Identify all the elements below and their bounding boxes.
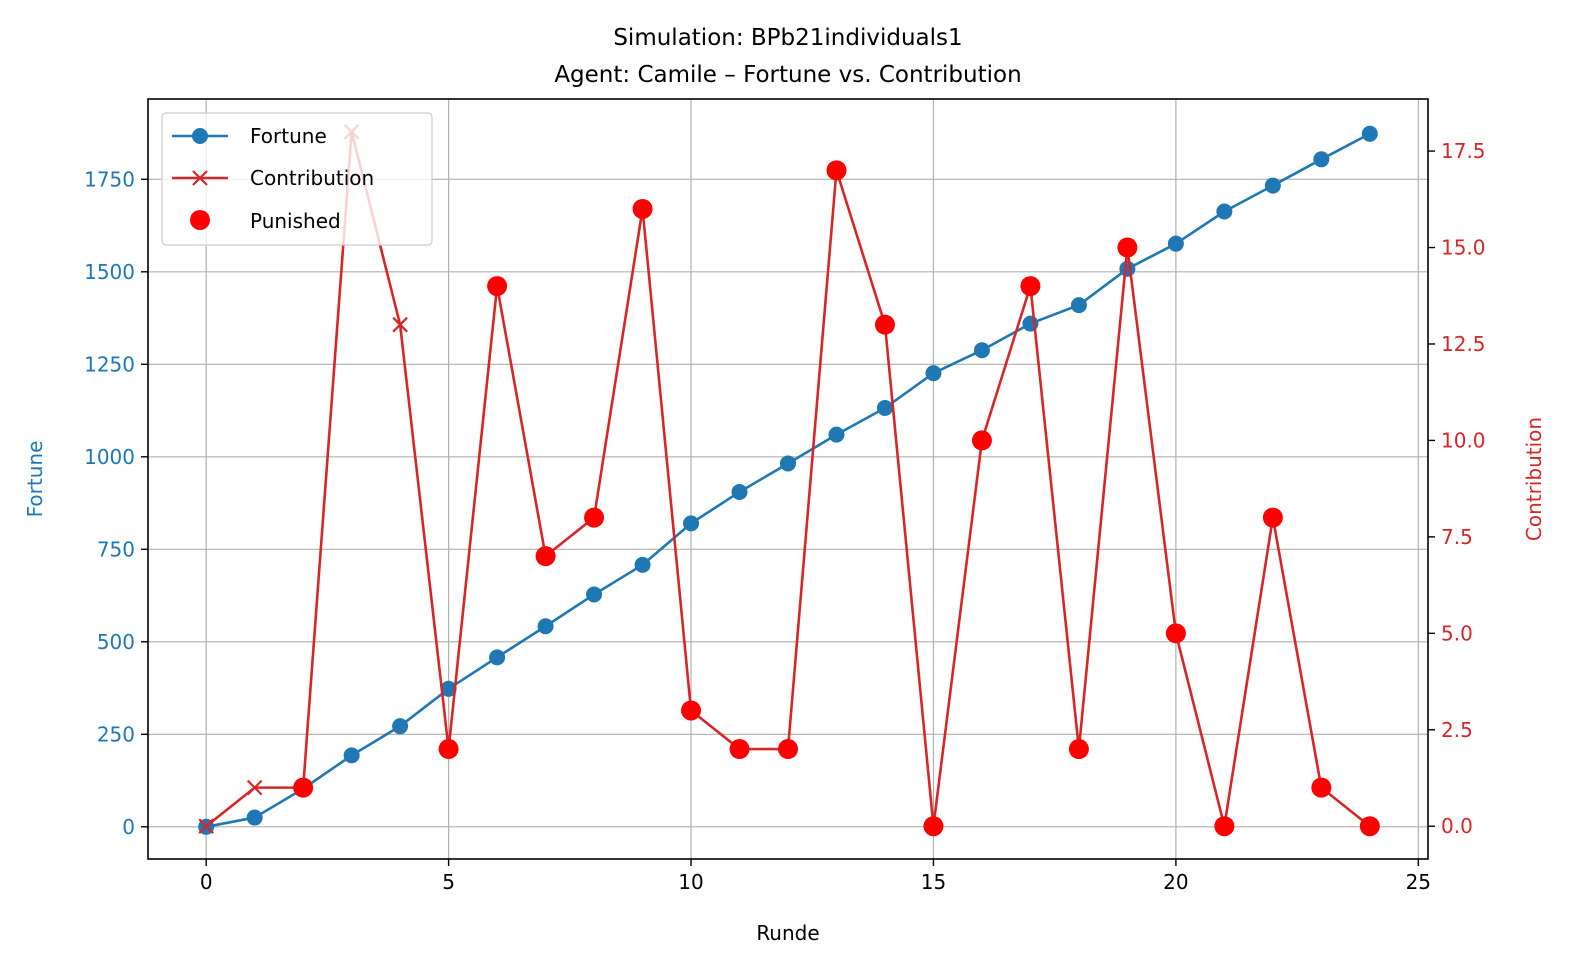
punished-point	[874, 314, 895, 335]
fortune-point	[925, 365, 942, 382]
legend-punished-marker	[190, 210, 210, 230]
punished-point	[778, 739, 798, 760]
chart-subtitle: Agent: Camile – Fortune vs. Contribution	[554, 62, 1021, 88]
legend-punished-label: Punished	[250, 209, 341, 233]
legend-contribution-marker	[192, 170, 208, 186]
axis-ticks: 0 5 10 15 20 25025050075010001250150017500.02…	[84, 139, 1485, 894]
fortune-point	[973, 342, 990, 359]
fortune-point	[828, 426, 845, 443]
series-layer	[198, 124, 1380, 837]
fortune-point	[780, 455, 796, 472]
y-left-tick-label: 500	[97, 630, 135, 654]
x-tick-label: 10	[678, 870, 703, 894]
fortune-point	[489, 649, 506, 666]
punished-point	[438, 739, 459, 760]
y-right-tick-label: 7.5	[1441, 525, 1473, 549]
x-tick-label: 25	[1406, 870, 1431, 894]
contribution-point	[392, 316, 408, 333]
y-right-tick-label: 5.0	[1441, 621, 1473, 645]
y-right-tick-label: 10.0	[1441, 428, 1486, 452]
punished-point	[971, 430, 992, 451]
fortune-point	[683, 515, 700, 532]
chart-title: Simulation: BPb21individuals1	[613, 25, 962, 51]
fortune-point	[440, 680, 457, 697]
x-tick-label: 20	[1163, 870, 1188, 894]
y-right-tick-label: 12.5	[1441, 332, 1486, 356]
y-right-tick-label: 15.0	[1441, 236, 1486, 260]
punished-point	[1068, 739, 1089, 760]
y-left-tick-label: 1000	[84, 445, 135, 469]
fortune-point	[392, 718, 409, 735]
fortune-point	[731, 483, 748, 500]
punished-point	[1165, 623, 1186, 644]
fortune-point	[246, 809, 263, 826]
punished-point	[487, 276, 508, 297]
punished-point	[293, 777, 314, 798]
contribution-point	[198, 818, 214, 834]
legend-box	[161, 112, 433, 246]
contribution-point	[246, 779, 263, 796]
x-tick-label: 15	[921, 870, 946, 894]
y-axis-label-left: Fortune	[23, 441, 47, 518]
fortune-point	[1167, 235, 1184, 252]
y-left-tick-label: 1500	[84, 260, 135, 284]
fortune-point	[1313, 151, 1330, 168]
legend: Fortune Contribution Punished	[161, 112, 433, 246]
y-right-tick-label: 2.5	[1441, 718, 1473, 742]
punished-point	[826, 160, 847, 181]
punished-point	[923, 816, 944, 837]
fortune-point	[537, 618, 554, 635]
fortune-point	[343, 747, 360, 764]
punished-point	[729, 739, 750, 760]
legend-contribution-label: Contribution	[250, 166, 374, 190]
fortune-point	[876, 399, 893, 416]
legend-fortune-marker	[192, 128, 208, 144]
fortune-point	[586, 586, 603, 603]
fortune-point	[634, 556, 651, 573]
punished-point	[535, 546, 556, 567]
y-right-tick-label: 0.0	[1441, 814, 1473, 838]
plot-frame	[147, 98, 1429, 860]
punished-point	[1020, 276, 1041, 297]
punished-point	[1311, 777, 1332, 798]
x-axis-label: Runde	[756, 921, 819, 945]
punished-point	[1117, 237, 1138, 258]
x-tick-label: 5	[442, 870, 455, 894]
fortune-point	[1070, 297, 1087, 314]
fortune-point	[1119, 260, 1136, 277]
legend-fortune-label: Fortune	[250, 124, 327, 148]
y-left-tick-label: 1750	[84, 167, 135, 191]
punished-point	[584, 507, 605, 528]
y-axis-label-right: Contribution	[1522, 417, 1546, 541]
fortune-point	[1361, 125, 1378, 142]
punished-point	[1214, 816, 1235, 837]
punished-point	[681, 700, 702, 721]
x-tick-label: 0	[200, 870, 213, 894]
fortune-point	[1264, 177, 1281, 194]
y-left-tick-label: 250	[97, 722, 135, 746]
y-left-tick-label: 750	[97, 537, 135, 561]
y-left-tick-label: 0	[122, 815, 135, 839]
punished-point	[1262, 507, 1283, 528]
punished-point	[632, 198, 653, 219]
punished-point	[1359, 816, 1380, 837]
y-right-tick-label: 17.5	[1441, 139, 1486, 163]
y-left-tick-label: 1250	[84, 352, 135, 376]
fortune-point	[1216, 203, 1233, 220]
